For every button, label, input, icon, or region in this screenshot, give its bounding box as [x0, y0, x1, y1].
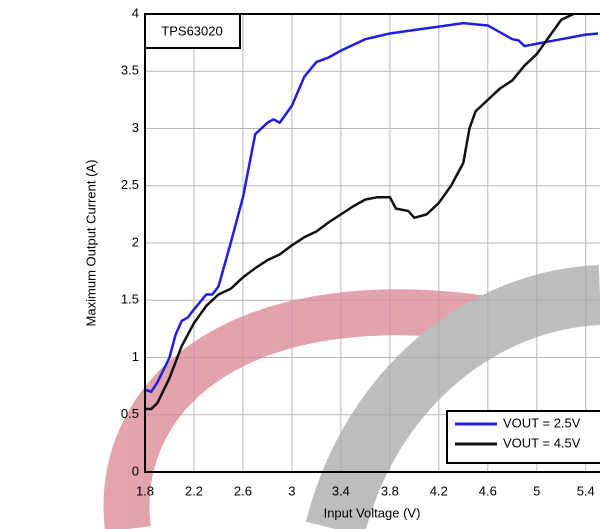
y-tick-label: 0.5 [121, 406, 139, 421]
x-axis-label: Input Voltage (V) [324, 505, 421, 520]
legend-label: VOUT = 4.5V [503, 435, 581, 450]
x-tick-label: 3.8 [381, 483, 399, 498]
y-tick-label: 0 [132, 463, 139, 478]
x-tick-label: 5 [533, 483, 540, 498]
x-tick-label: 3.4 [332, 483, 350, 498]
line-layer [144, 12, 599, 411]
y-tick-label: 4 [132, 5, 139, 20]
watermark [103, 265, 600, 529]
y-tick-label: 1.5 [121, 292, 139, 307]
y-tick-label: 1 [132, 349, 139, 364]
legend: VOUT = 2.5V VOUT = 4.5V [446, 410, 600, 464]
chart-title: TPS63020 [161, 23, 222, 38]
x-tick-label: 3 [288, 483, 295, 498]
legend-label: VOUT = 2.5V [503, 415, 581, 430]
x-tick-label: 5.4 [577, 483, 595, 498]
y-tick-label: 3.5 [121, 63, 139, 78]
x-tick-label: 4.6 [479, 483, 497, 498]
plot-frame [144, 13, 600, 473]
x-tick-label: 1.8 [136, 483, 154, 498]
series-line [145, 12, 575, 411]
title-box [144, 13, 241, 49]
y-tick-label: 3 [132, 120, 139, 135]
legend-box [446, 410, 600, 464]
y-axis-label: Maximum Output Current (A) [83, 160, 98, 327]
y-tick-label: 2 [132, 234, 139, 249]
x-tick-label: 2.2 [185, 483, 203, 498]
series-line [144, 21, 599, 394]
y-tick-label: 2.5 [121, 177, 139, 192]
x-tick-label: 4.2 [430, 483, 448, 498]
watermark-arc [103, 289, 483, 529]
watermark-arc [305, 265, 600, 529]
x-tick-label: 2.6 [234, 483, 252, 498]
